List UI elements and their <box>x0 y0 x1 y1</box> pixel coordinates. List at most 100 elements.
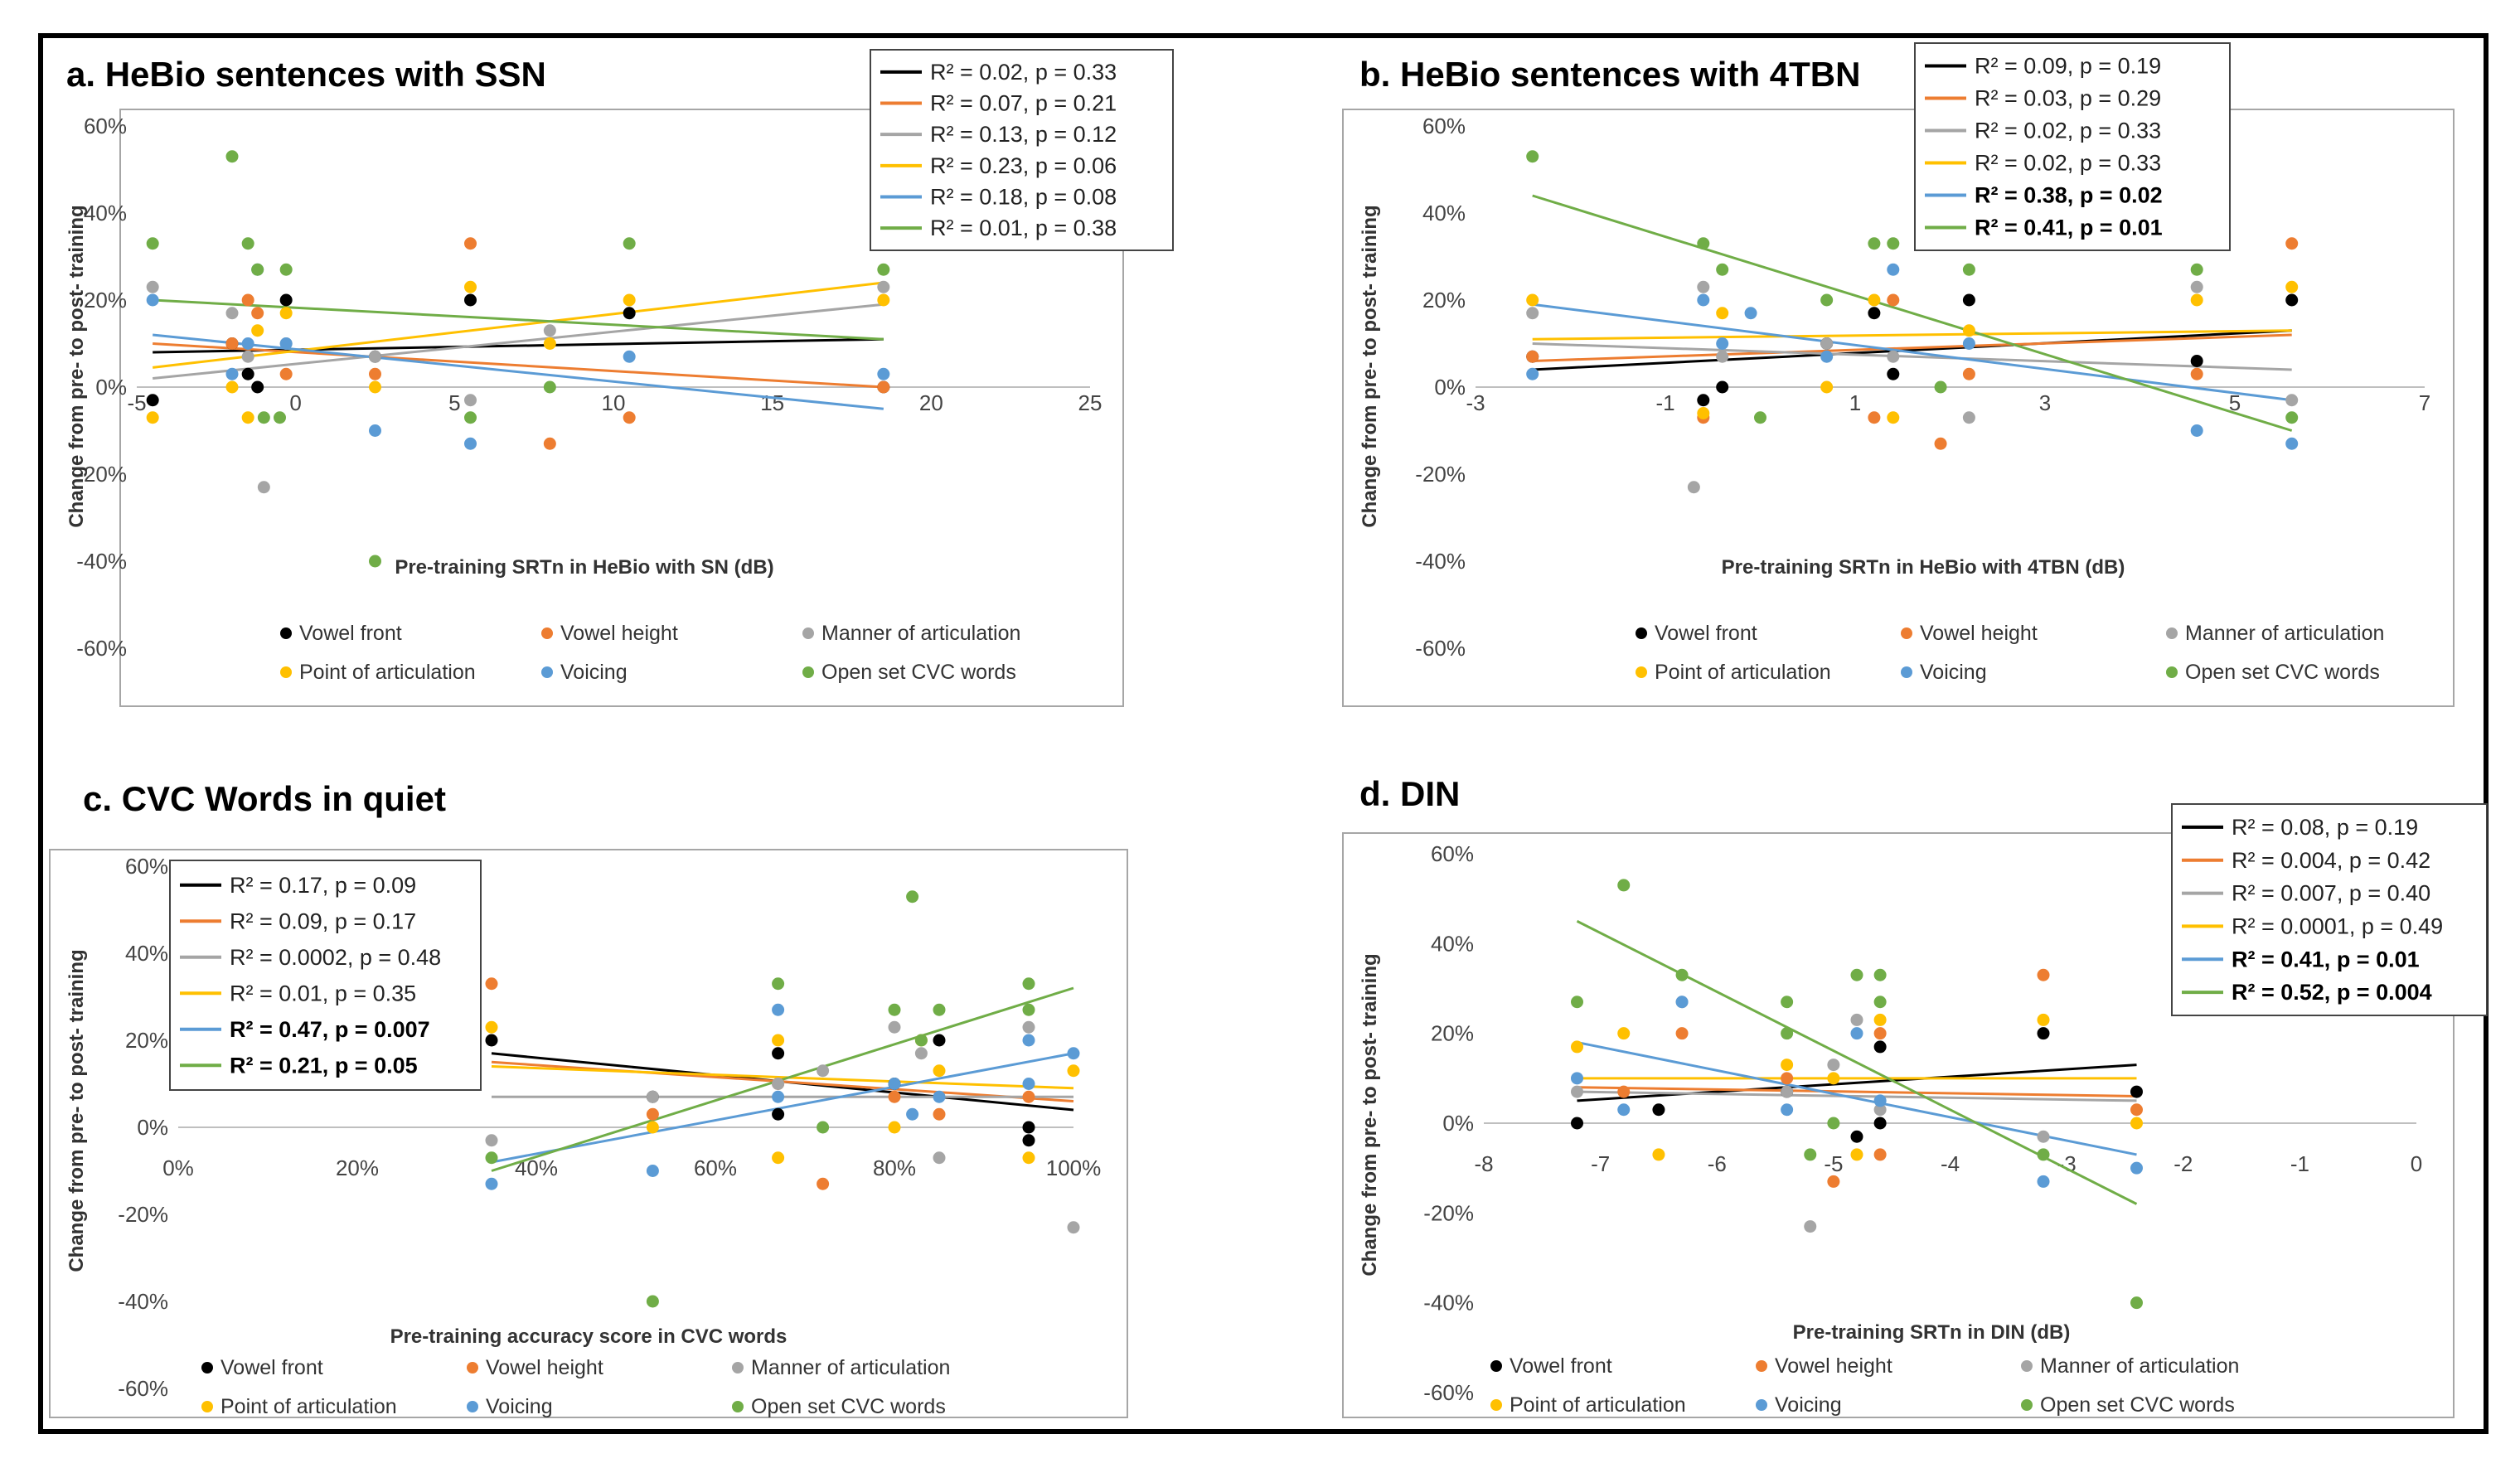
data-point <box>2037 1027 2050 1040</box>
data-point <box>1781 1027 1794 1040</box>
data-point <box>1697 293 1710 307</box>
fit-legend-box <box>2171 803 2488 1016</box>
data-point <box>369 350 381 363</box>
x-tick-label: 1 <box>1849 390 1861 415</box>
fit-legend-label: R² = 0.02, p = 0.33 <box>1975 119 2161 143</box>
data-point <box>251 263 264 276</box>
legend-label: Vowel height <box>560 622 678 645</box>
x-axis-label: Pre-training SRTn in DIN (dB) <box>1793 1321 2071 1344</box>
data-point <box>2130 1103 2143 1117</box>
y-axis-label: Change from pre- to post- training <box>1359 205 1381 527</box>
data-point <box>2037 1175 2050 1188</box>
data-point <box>279 307 293 320</box>
data-point <box>225 367 239 380</box>
fit-legend-label: R² = 0.23, p = 0.06 <box>930 153 1117 178</box>
legend-label: Voicing <box>1775 1393 1842 1417</box>
legend-label: Manner of articulation <box>2040 1354 2239 1378</box>
data-point <box>464 411 477 424</box>
data-point <box>1887 293 1900 307</box>
data-point <box>1887 367 1900 380</box>
data-point <box>933 1090 946 1103</box>
x-tick-label: 20% <box>336 1156 379 1180</box>
x-tick-label: -2 <box>2174 1151 2193 1176</box>
fit-legend-box <box>1914 42 2231 251</box>
y-tick-label: -60% <box>76 636 127 661</box>
x-tick-label: -1 <box>1655 390 1674 415</box>
data-point <box>2190 280 2203 293</box>
data-point <box>146 394 159 407</box>
y-tick-label: -40% <box>1423 1291 1474 1315</box>
data-point <box>1820 337 1834 350</box>
data-point <box>2130 1085 2143 1098</box>
trendline <box>1577 1086 2137 1097</box>
data-point <box>241 411 254 424</box>
data-point <box>464 237 477 250</box>
data-point <box>877 293 890 307</box>
data-point <box>1873 1117 1887 1130</box>
legend-label: Vowel front <box>220 1356 323 1379</box>
data-point <box>1868 293 1881 307</box>
fit-legend-label: R² = 0.13, p = 0.12 <box>930 122 1117 147</box>
legend-marker <box>201 1362 213 1374</box>
data-point <box>817 1121 830 1134</box>
legend-marker <box>2166 666 2178 678</box>
data-point <box>1934 437 1947 450</box>
data-point <box>1617 879 1631 892</box>
data-point <box>1526 150 1539 163</box>
data-point <box>464 293 477 307</box>
x-tick-label: -7 <box>1591 1151 1610 1176</box>
x-tick-label: 3 <box>2039 390 2051 415</box>
data-point <box>933 1003 946 1016</box>
data-point <box>279 367 293 380</box>
data-point <box>2130 1296 2143 1310</box>
data-point <box>1873 1027 1887 1040</box>
fit-legend-label: R² = 0.0001, p = 0.49 <box>2232 913 2443 938</box>
x-tick-label: 100% <box>1046 1156 1102 1180</box>
data-point <box>2037 968 2050 981</box>
trendline <box>1532 329 2292 371</box>
plot-area-border <box>1342 109 2455 707</box>
data-point <box>646 1165 659 1177</box>
data-point <box>146 237 159 250</box>
x-tick-label: 80% <box>873 1156 916 1180</box>
data-point <box>485 1134 498 1147</box>
data-point <box>817 1064 830 1078</box>
legend-label: Vowel height <box>486 1356 603 1379</box>
x-tick-label: 20 <box>919 390 943 415</box>
x-tick-label: 15 <box>760 390 784 415</box>
legend-label: Manner of articulation <box>751 1356 950 1379</box>
data-point <box>464 437 477 450</box>
data-point <box>1675 1027 1689 1040</box>
legend-marker <box>1490 1399 1502 1411</box>
data-point <box>1022 1090 1035 1103</box>
data-point <box>1716 380 1729 394</box>
data-point <box>906 1107 919 1121</box>
data-point <box>1022 1034 1035 1047</box>
data-point <box>251 307 264 320</box>
legend-marker <box>1636 627 1647 639</box>
y-tick-label: 40% <box>84 201 127 225</box>
data-point <box>1962 367 1975 380</box>
legend-marker <box>802 666 814 678</box>
fit-legend-label: R² = 0.09, p = 0.19 <box>1975 54 2161 79</box>
y-tick-label: 0% <box>1434 375 1466 400</box>
legend-marker <box>541 666 553 678</box>
data-point <box>1781 1059 1794 1072</box>
data-point <box>485 1020 498 1034</box>
x-tick-label: 0% <box>162 1156 194 1180</box>
data-point <box>1526 307 1539 320</box>
data-point <box>1827 1175 1840 1188</box>
data-point <box>1022 1151 1035 1165</box>
data-point <box>257 481 270 494</box>
legend-marker <box>1901 666 1912 678</box>
fit-legend-label: R² = 0.007, p = 0.40 <box>2232 881 2430 906</box>
data-point <box>1022 1078 1035 1090</box>
data-point <box>1526 350 1539 363</box>
data-point <box>2285 293 2299 307</box>
trendline <box>491 1065 1074 1090</box>
data-point <box>646 1295 659 1308</box>
legend-label: Open set CVC words <box>2185 661 2380 684</box>
data-point <box>241 367 254 380</box>
data-point <box>772 1090 785 1103</box>
data-point <box>1617 1027 1631 1040</box>
